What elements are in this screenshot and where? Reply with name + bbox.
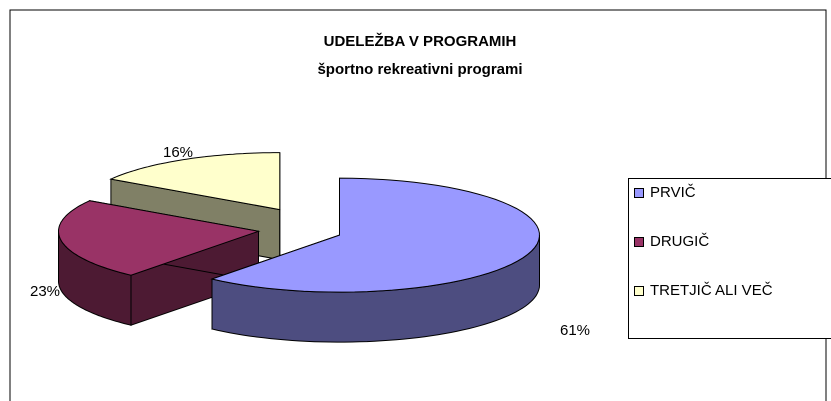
data-label: 61% <box>560 322 590 339</box>
legend-item: TRETJIČ ALI VEČ <box>634 282 800 300</box>
data-label: 16% <box>163 144 193 161</box>
legend-label: PRVIČ <box>650 184 696 201</box>
legend-swatch <box>634 237 644 247</box>
legend-label: TRETJIČ ALI VEČ <box>650 282 773 299</box>
legend: PRVIČ DRUGIČ TRETJIČ ALI VEČ <box>628 178 831 339</box>
legend-item: PRVIČ <box>634 184 800 202</box>
legend-swatch <box>634 286 644 296</box>
chart-subtitle: športno rekreativni programi <box>317 61 522 78</box>
legend-swatch <box>634 188 644 198</box>
chart-title: UDELEŽBA V PROGRAMIH <box>324 32 517 50</box>
legend-item: DRUGIČ <box>634 233 800 251</box>
slice <box>210 177 540 293</box>
data-label: 23% <box>30 283 60 300</box>
slice <box>109 152 281 211</box>
legend-label: DRUGIČ <box>650 233 710 250</box>
slice <box>58 200 261 276</box>
pie <box>58 152 540 343</box>
